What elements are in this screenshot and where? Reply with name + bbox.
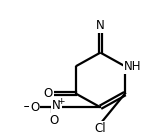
- Text: Cl: Cl: [95, 122, 106, 135]
- Text: +: +: [57, 97, 65, 106]
- Text: −: −: [23, 100, 33, 113]
- Text: O: O: [30, 101, 39, 114]
- Text: O: O: [49, 114, 59, 127]
- Text: N: N: [96, 19, 105, 32]
- Text: N: N: [52, 99, 61, 112]
- Text: NH: NH: [124, 60, 141, 73]
- Text: O: O: [44, 87, 53, 100]
